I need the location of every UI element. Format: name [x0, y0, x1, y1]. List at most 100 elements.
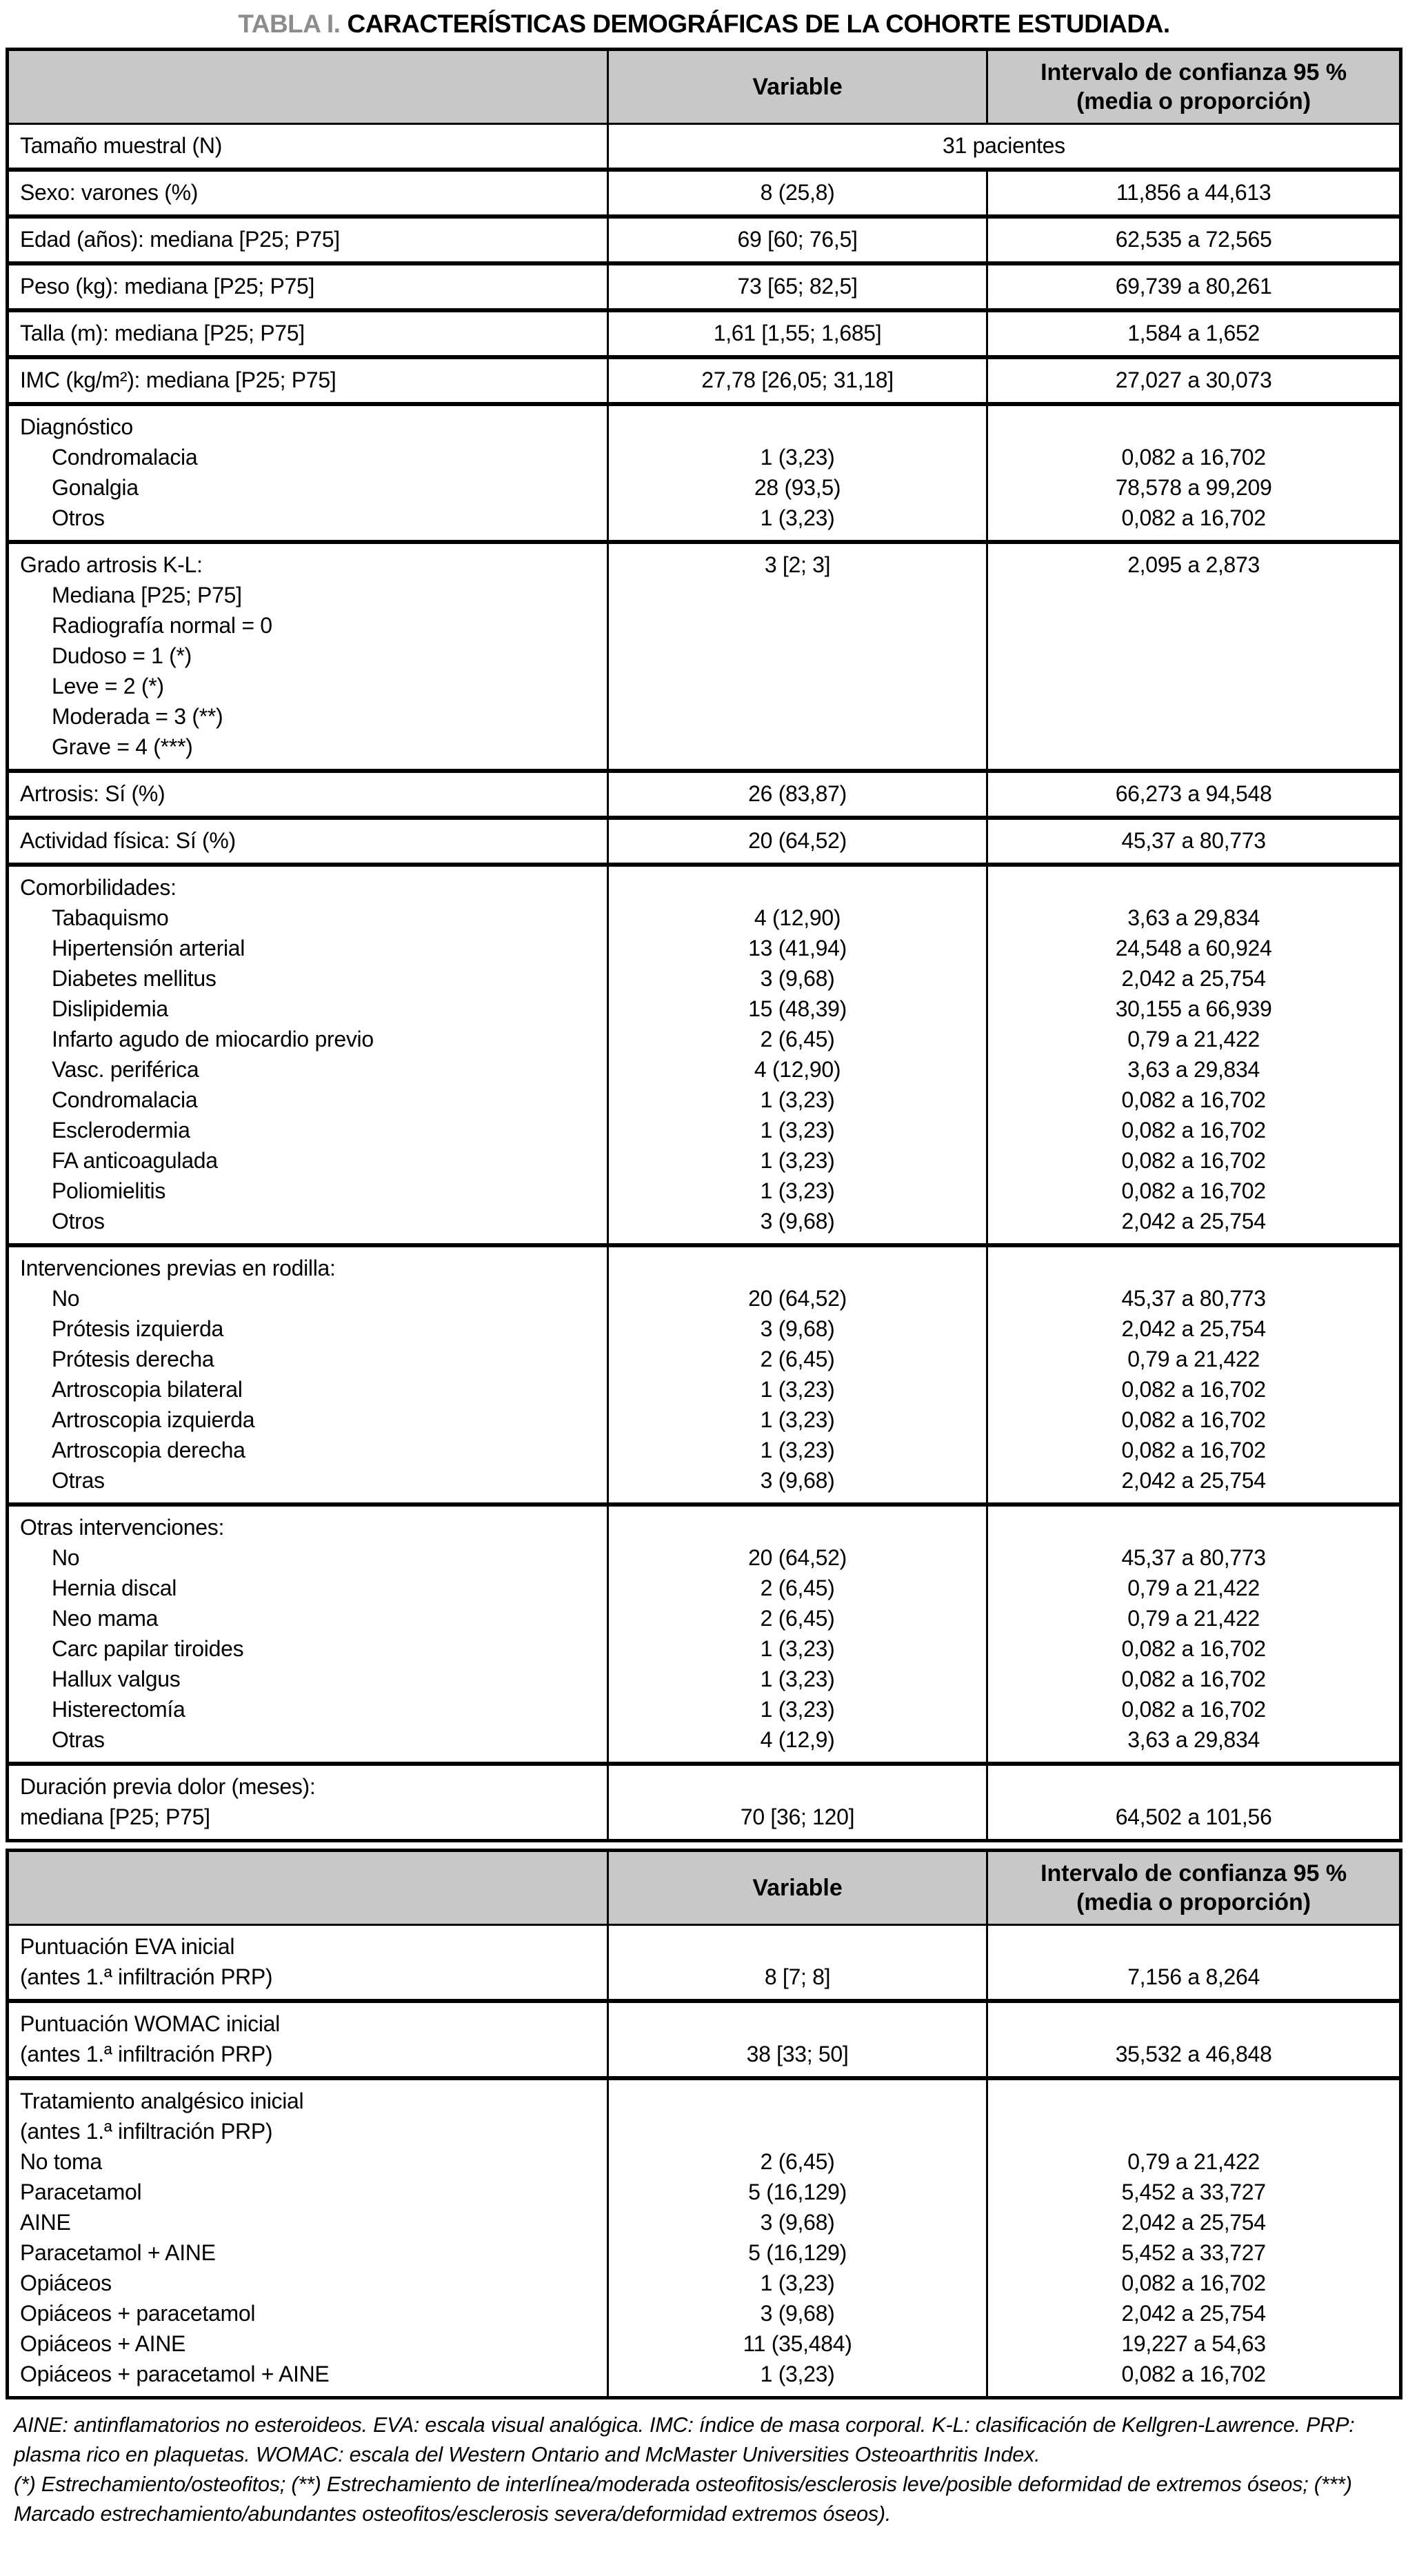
row-ci: 0,082 a 16,702	[986, 1664, 1399, 1694]
row-ci: 0,082 a 16,702	[986, 2359, 1399, 2396]
row-label: Tratamiento analgésico inicial	[20, 2089, 304, 2113]
table-row: Carc papilar tiroides 1 (3,23) 0,082 a 16,…	[9, 1633, 1399, 1664]
table-row: Hernia discal 2 (6,45) 0,79 a 21,422	[9, 1573, 1399, 1603]
row-ci: 2,042 a 25,754	[986, 1206, 1399, 1243]
row-value: 20 (64,52)	[606, 820, 986, 863]
row-ci: 30,155 a 66,939	[986, 994, 1399, 1024]
row-label: Otras	[52, 1727, 105, 1752]
row-ci: 19,227 a 54,63	[986, 2328, 1399, 2359]
table-row: Artroscopia derecha 1 (3,23) 0,082 a 16,70…	[9, 1435, 1399, 1465]
row-ci: 2,042 a 25,754	[986, 2207, 1399, 2237]
row-ci: 7,156 a 8,264	[986, 1962, 1399, 1999]
table-row: Puntuación WOMAC inicial	[9, 2003, 1399, 2039]
row-ci	[986, 2003, 1399, 2039]
table-row: Infarto agudo de miocardio previo 2 (6,45…	[9, 1024, 1399, 1054]
table-section: Artrosis: Sí (%) 26 (83,87) 66,273 a 94,54…	[9, 769, 1399, 816]
row-label: Opiáceos	[20, 2271, 112, 2295]
row-value: 11 (35,484)	[606, 2328, 986, 2359]
table-row: Artroscopia bilateral 1 (3,23) 0,082 a 16,…	[9, 1374, 1399, 1405]
table-section: Actividad física: Sí (%) 20 (64,52) 45,37 …	[9, 816, 1399, 863]
table-title: TABLA I. CARACTERÍSTICAS DEMOGRÁFICAS DE …	[6, 10, 1402, 39]
table-header-row: Variable Intervalo de confianza 95 % (me…	[9, 1852, 1399, 1926]
row-ci	[986, 1926, 1399, 1962]
row-label: Vasc. periférica	[52, 1057, 199, 1082]
table-header-row: Variable Intervalo de confianza 95 % (me…	[9, 51, 1399, 125]
table-row: (antes 1.ª infiltración PRP)	[9, 2116, 1399, 2146]
row-ci: 62,535 a 72,565	[986, 219, 1399, 261]
table-row: Intervenciones previas en rodilla:	[9, 1247, 1399, 1283]
header-confidence-interval: Intervalo de confianza 95 % (media o pro…	[986, 51, 1399, 123]
table-row: Opiáceos + paracetamol + AINE 1 (3,23) 0,0…	[9, 2359, 1399, 2396]
row-value: 73 [65; 82,5]	[606, 265, 986, 308]
row-label: Artroscopia bilateral	[52, 1377, 243, 1402]
table-row: Vasc. periférica 4 (12,90) 3,63 a 29,834	[9, 1054, 1399, 1085]
table-row: No 20 (64,52) 45,37 a 80,773	[9, 1542, 1399, 1573]
row-label: Infarto agudo de miocardio previo	[52, 1027, 374, 1051]
row-label: Histerectomía	[52, 1697, 185, 1722]
row-value: 3 [2; 3]	[606, 544, 986, 580]
row-label: Gonalgia	[52, 475, 139, 500]
table-row: No 20 (64,52) 45,37 a 80,773	[9, 1283, 1399, 1314]
table-row: Prótesis izquierda 3 (9,68) 2,042 a 25,754	[9, 1314, 1399, 1344]
row-label: Edad (años): mediana [P25; P75]	[20, 227, 340, 252]
row-label: Otros	[52, 1209, 105, 1234]
row-ci: 0,79 a 21,422	[986, 1573, 1399, 1603]
row-ci: 5,452 a 33,727	[986, 2237, 1399, 2268]
row-value: 1 (3,23)	[606, 1405, 986, 1435]
header-confidence-interval: Intervalo de confianza 95 % (media o pro…	[986, 1852, 1399, 1924]
row-value: 3 (9,68)	[606, 1206, 986, 1243]
row-value: 2 (6,45)	[606, 2146, 986, 2177]
table-row: (antes 1.ª infiltración PRP) 8 [7; 8] 7,15…	[9, 1962, 1399, 1999]
table-row: Hipertensión arterial 13 (41,94) 24,548 a …	[9, 933, 1399, 963]
table-row: Edad (años): mediana [P25; P75] 69 [60; 7…	[9, 219, 1399, 261]
row-value: 5 (16,129)	[606, 2237, 986, 2268]
table-section: Tamaño muestral (N) 31 pacientes	[9, 125, 1399, 168]
table-row: Tabaquismo 4 (12,90) 3,63 a 29,834	[9, 903, 1399, 933]
row-value	[606, 732, 986, 769]
row-ci	[986, 2080, 1399, 2116]
table-row: Paracetamol 5 (16,129) 5,452 a 33,727	[9, 2177, 1399, 2207]
row-label: Diabetes mellitus	[52, 966, 217, 991]
row-ci: 1,584 a 1,652	[986, 312, 1399, 355]
row-ci: 45,37 a 80,773	[986, 820, 1399, 863]
row-label: mediana [P25; P75]	[20, 1804, 210, 1829]
row-label: Puntuación EVA inicial	[20, 1934, 235, 1959]
row-ci	[986, 406, 1399, 442]
row-label: Artrosis: Sí (%)	[20, 781, 165, 806]
table-row: Paracetamol + AINE 5 (16,129) 5,452 a 33,7…	[9, 2237, 1399, 2268]
row-value: 28 (93,5)	[606, 472, 986, 503]
row-label: (antes 1.ª infiltración PRP)	[20, 2119, 273, 2144]
row-label: Artroscopia izquierda	[52, 1407, 255, 1432]
table-row: Opiáceos + paracetamol 3 (9,68) 2,042 a 25…	[9, 2298, 1399, 2328]
table-row: Dislipidemia 15 (48,39) 30,155 a 66,939	[9, 994, 1399, 1024]
row-value: 5 (16,129)	[606, 2177, 986, 2207]
row-value: 13 (41,94)	[606, 933, 986, 963]
table-row: FA anticoagulada 1 (3,23) 0,082 a 16,702	[9, 1145, 1399, 1176]
row-value	[606, 1766, 986, 1802]
row-label: IMC (kg/m²): mediana [P25; P75]	[20, 368, 336, 392]
row-label: FA anticoagulada	[52, 1148, 218, 1173]
row-value: 1 (3,23)	[606, 1633, 986, 1664]
row-ci	[986, 1507, 1399, 1542]
row-ci: 0,082 a 16,702	[986, 1374, 1399, 1405]
row-ci	[986, 1766, 1399, 1802]
row-label: Esclerodermia	[52, 1118, 190, 1143]
table-title-label: TABLA I.	[238, 10, 341, 38]
row-ci: 2,042 a 25,754	[986, 1465, 1399, 1502]
row-ci: 5,452 a 33,727	[986, 2177, 1399, 2207]
row-ci: 3,63 a 29,834	[986, 903, 1399, 933]
row-label: Diagnóstico	[20, 414, 133, 439]
row-value: 3 (9,68)	[606, 1465, 986, 1502]
row-label: Actividad física: Sí (%)	[20, 828, 236, 853]
table-section: Intervenciones previas en rodilla: No 20 (…	[9, 1243, 1399, 1502]
row-label: Comorbilidades:	[20, 875, 177, 900]
row-value: 3 (9,68)	[606, 2207, 986, 2237]
row-label: Peso (kg): mediana [P25; P75]	[20, 274, 315, 299]
row-value: 1,61 [1,55; 1,685]	[606, 312, 986, 355]
row-ci	[986, 641, 1399, 671]
table-row: Moderada = 3 (**)	[9, 701, 1399, 732]
table-row: Histerectomía 1 (3,23) 0,082 a 16,702	[9, 1694, 1399, 1724]
row-value: 8 [7; 8]	[606, 1962, 986, 1999]
row-label: Talla (m): mediana [P25; P75]	[20, 321, 305, 345]
row-value: 20 (64,52)	[606, 1283, 986, 1314]
